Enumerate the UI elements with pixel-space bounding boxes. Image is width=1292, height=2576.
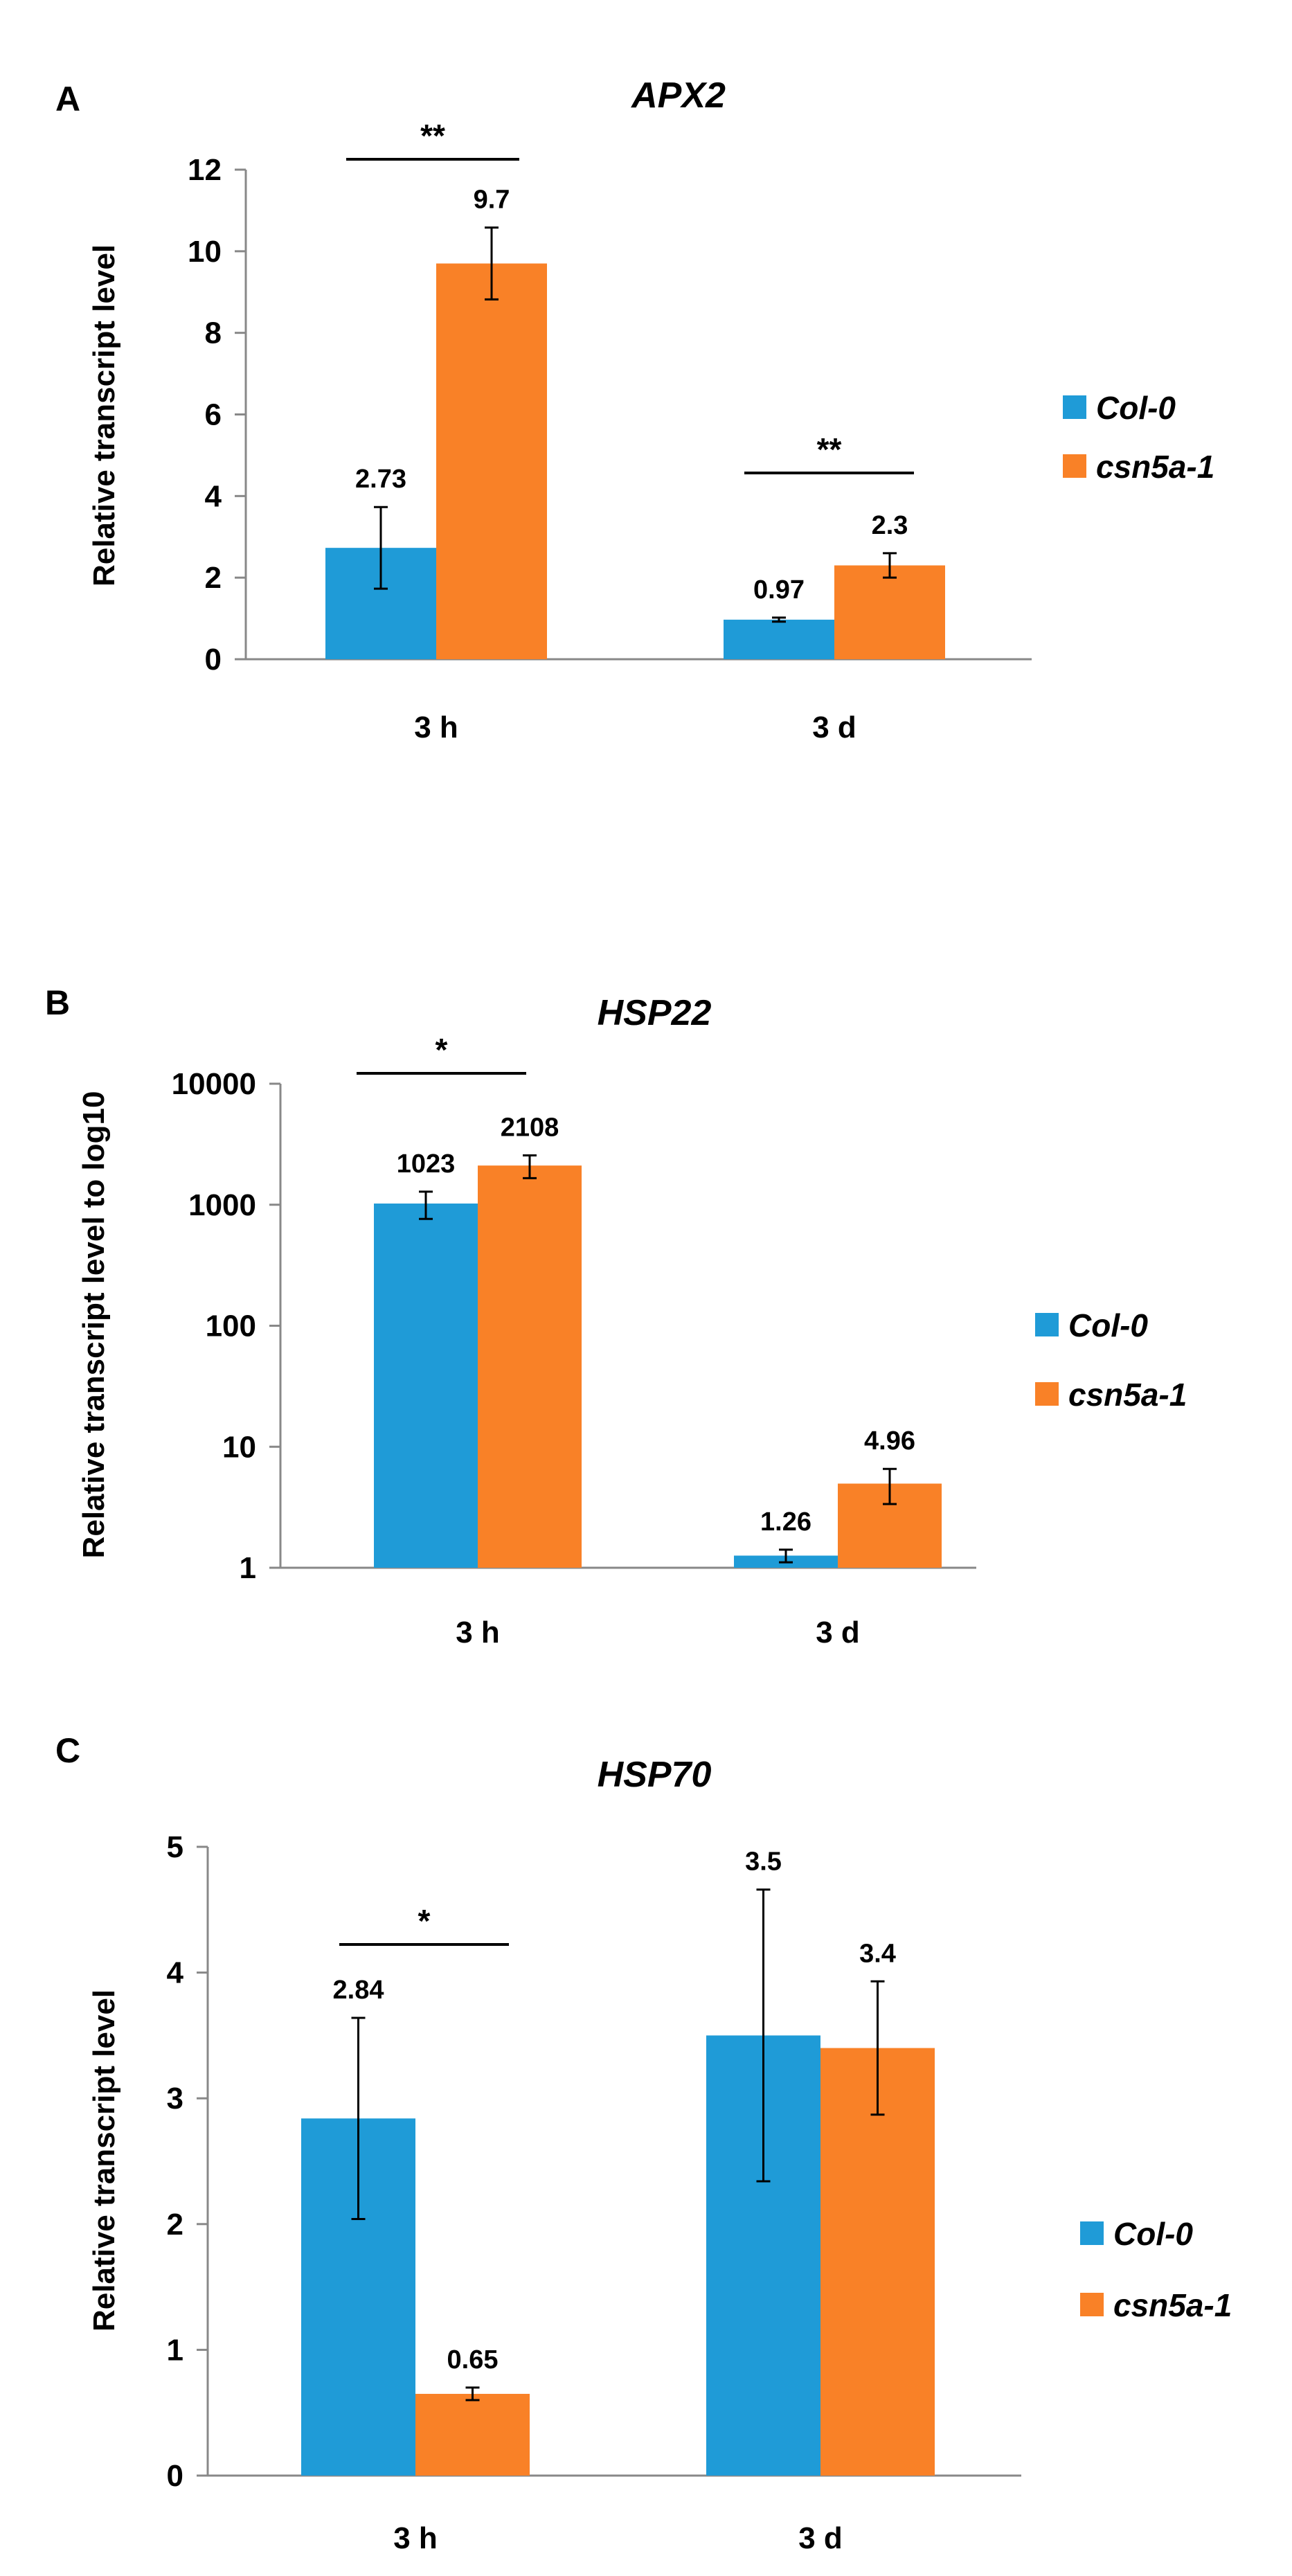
legend-swatch [1080,2293,1104,2316]
x-category-label: 3 d [816,1616,860,1649]
y-tick-label: 4 [205,479,222,513]
data-label: 0.97 [753,575,805,605]
y-tick-label: 1000 [188,1188,256,1222]
significance-marker: ** [420,118,445,154]
x-category-label: 3 h [393,2521,438,2555]
data-label: 2.84 [333,1976,384,2005]
y-tick-label: 2 [167,2208,183,2242]
y-tick-label: 10 [222,1430,256,1464]
data-label: 1023 [397,1150,456,1179]
legend-swatch [1035,1382,1059,1406]
panel-letter: A [55,80,80,118]
y-tick-label: 12 [188,153,222,187]
y-tick-label: 1 [167,2333,183,2367]
y-tick-label: 6 [205,398,222,432]
legend-label: csn5a-1 [1113,2287,1232,2323]
bar-csn5a-1-3h [478,1165,582,1568]
legend-label: Col-0 [1096,390,1176,426]
significance-marker: * [436,1032,448,1068]
bar-csn5a-1-3d [820,2048,935,2476]
data-label: 9.7 [474,186,510,215]
data-label: 0.65 [447,2345,499,2374]
legend-label: Col-0 [1068,1307,1148,1343]
data-label: 2108 [501,1113,559,1142]
data-label: 3.4 [859,1939,896,1968]
chart-panel-a: A APX2 Relative transcript level 0 2 4 6 8 10 12 3… [55,75,1214,744]
bar-csn5a-1-3h [436,263,547,660]
y-axis-label: Relative transcript level to log10 [77,1091,111,1559]
legend-swatch [1063,454,1086,478]
bar-col-0-3d [724,619,834,659]
data-label: 2.3 [872,511,908,540]
data-label: 3.5 [745,1848,782,1877]
bar-col-0-3h [374,1204,478,1568]
y-tick-label: 10 [188,235,222,269]
y-tick-label: 100 [206,1309,256,1343]
legend-swatch [1035,1313,1059,1336]
significance-marker: ** [817,431,842,467]
y-tick-label: 1 [240,1551,256,1585]
chart-title: HSP70 [598,1755,712,1795]
data-label: 4.96 [864,1426,915,1456]
data-label: 2.73 [355,465,406,494]
y-tick-label: 8 [205,316,222,350]
legend-label: csn5a-1 [1096,449,1214,485]
chart-title: APX2 [630,75,726,116]
y-tick-label: 4 [167,1956,184,1990]
x-category-label: 3 h [414,710,458,744]
chart-panel-b: B HSP22 Relative transcript level to log10… [45,983,1187,1649]
panel-letter: C [55,1731,80,1770]
bar-csn5a-1-3d [834,565,945,659]
legend-label: csn5a-1 [1068,1377,1187,1413]
y-tick-label: 10000 [172,1067,256,1101]
chart-panel-c: C HSP70 Relative transcript level 0 1 2 3 4 5 3 h… [55,1731,1232,2555]
legend-label: Col-0 [1113,2216,1193,2252]
y-axis-label: Relative transcript level [87,244,121,587]
x-category-label: 3 d [798,2521,843,2555]
y-axis-label: Relative transcript level [87,1989,121,2332]
panel-letter: B [45,983,70,1022]
y-tick-label: 5 [167,1830,183,1864]
x-category-label: 3 d [812,710,856,744]
bar-csn5a-1-3h [415,2393,530,2476]
y-tick-label: 0 [167,2459,183,2493]
y-tick-label: 0 [205,643,222,677]
legend-swatch [1063,395,1086,419]
significance-marker: * [418,1903,431,1939]
chart-title: HSP22 [598,993,712,1033]
x-category-label: 3 h [456,1616,500,1649]
data-label: 1.26 [760,1508,811,1537]
y-tick-label: 2 [205,561,222,595]
legend-swatch [1080,2221,1104,2245]
y-tick-label: 3 [167,2082,183,2116]
